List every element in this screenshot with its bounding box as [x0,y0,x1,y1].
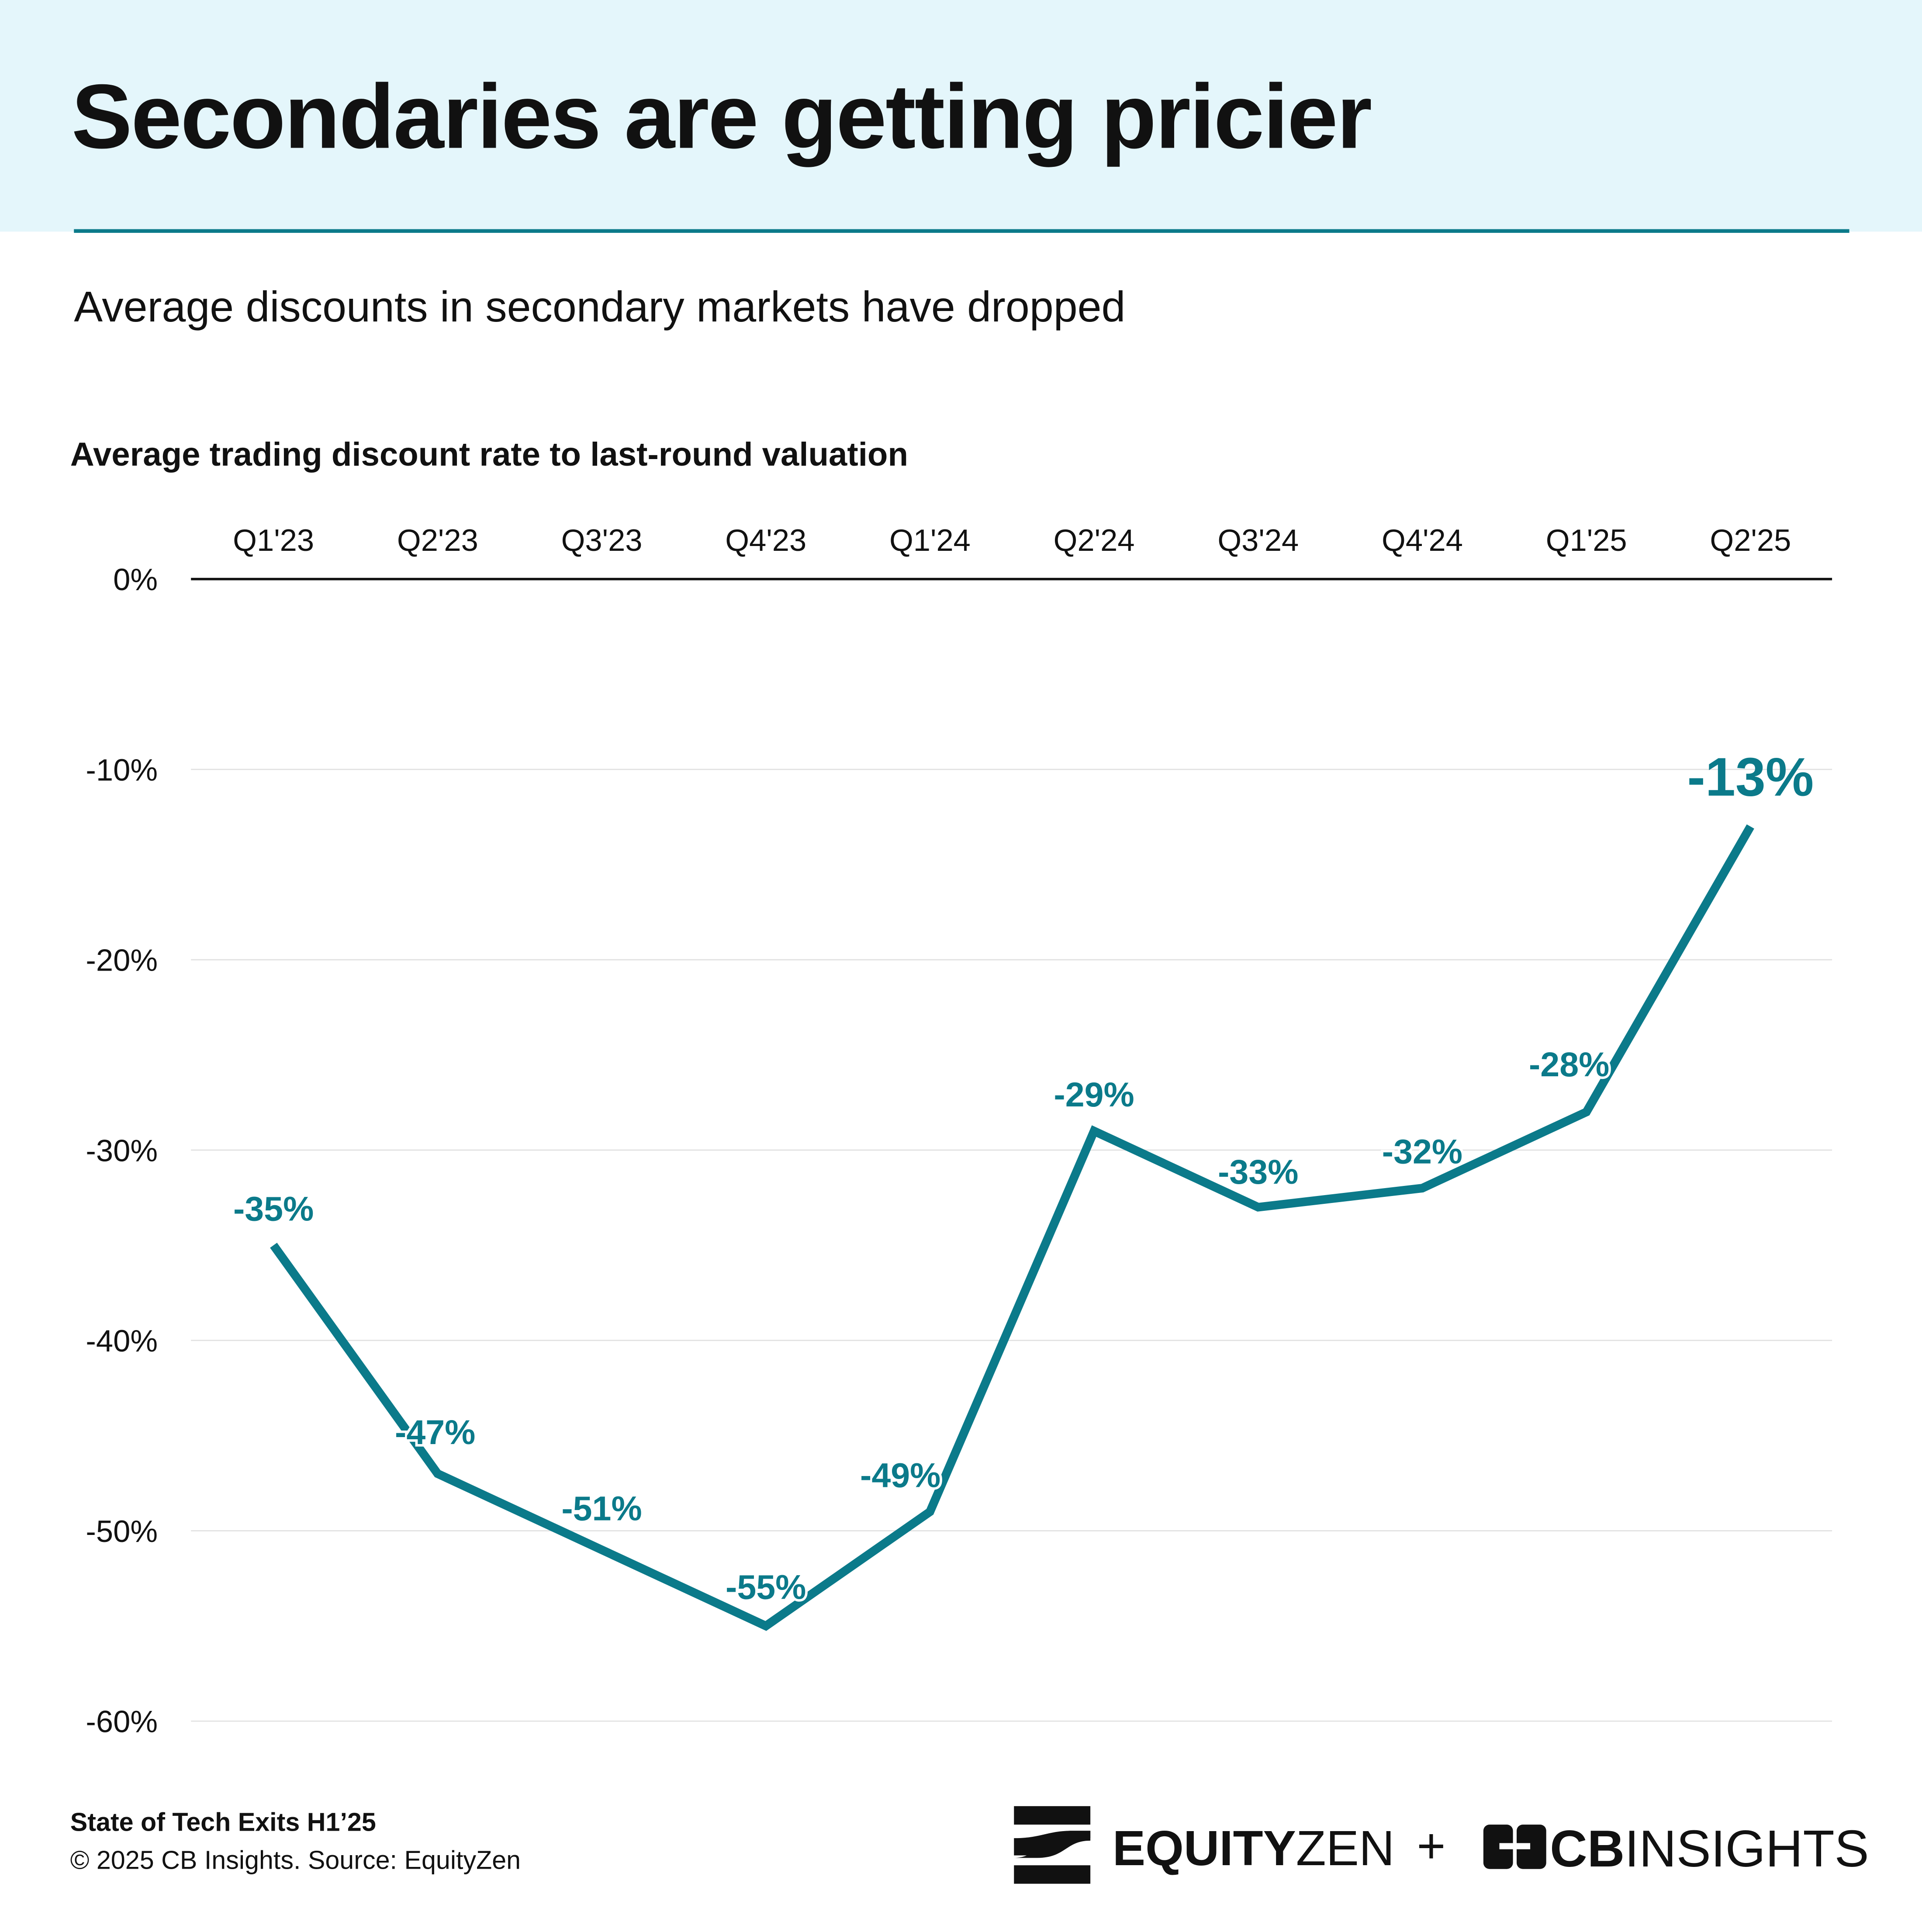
partner-logos: EQUITYZEN + CBINSIGHTS [1014,1806,1869,1884]
data-label: -35% [233,1189,314,1228]
header-divider [74,229,1849,233]
data-label: -13% [1687,747,1814,808]
y-tick-label: 0% [113,562,158,597]
x-tick-label: Q2'24 [1054,523,1135,557]
source-note: © 2025 CB Insights. Source: EquityZen [70,1846,521,1875]
equityzen-logo-icon [1014,1806,1091,1884]
data-label: -55% [726,1568,806,1606]
report-name: State of Tech Exits H1’25 [70,1808,376,1837]
x-tick-label: Q4'24 [1382,523,1463,557]
data-label: -32% [1382,1133,1462,1171]
x-tick-label: Q3'23 [561,523,643,557]
x-tick-label: Q1'24 [889,523,971,557]
series-line [270,824,1754,1631]
data-label: -49% [860,1456,940,1494]
x-tick-label: Q4'23 [725,523,806,557]
cbinsights-logo-icon [1483,1825,1546,1869]
x-tick-label: Q2'25 [1710,523,1791,557]
x-tick-label: Q1'25 [1546,523,1627,557]
y-tick-label: -60% [86,1704,158,1739]
cbinsights-wordmark: CBINSIGHTS [1550,1820,1869,1878]
data-label: -29% [1054,1075,1134,1114]
chart-title: Average trading discount rate to last-ro… [70,436,908,473]
plus-sign: + [1417,1818,1446,1873]
page-title: Secondaries are getting pricier [71,65,1372,168]
data-label: -33% [1218,1153,1298,1191]
y-tick-label: -30% [86,1133,158,1168]
x-tick-label: Q3'24 [1217,523,1299,557]
y-tick-label: -40% [86,1324,158,1358]
equityzen-wordmark: EQUITYZEN [1113,1821,1395,1876]
x-tick-label: Q2'23 [397,523,478,557]
y-tick-label: -20% [86,943,158,978]
data-label: -47% [395,1413,475,1452]
data-label: -51% [561,1489,642,1528]
x-tick-label: Q1'23 [233,523,314,557]
y-tick-label: -50% [86,1514,158,1548]
header-band [0,0,1922,232]
data-label: -28% [1529,1045,1609,1084]
subtitle: Average discounts in secondary markets h… [74,283,1126,332]
y-tick-label: -10% [86,753,158,787]
